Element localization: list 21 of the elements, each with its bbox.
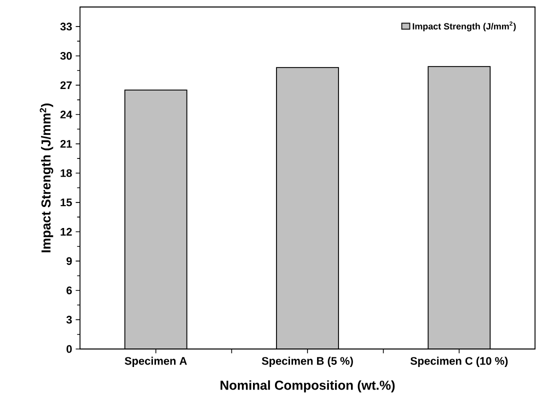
bar	[428, 66, 491, 349]
y-tick-label: 33	[60, 22, 72, 30]
y-tick-label: 3	[66, 316, 72, 324]
y-tick-label: 24	[60, 110, 72, 118]
x-tick-label: Specimen A	[124, 356, 187, 367]
x-tick-label: Specimen C (10 %)	[410, 356, 508, 367]
y-tick-label: 15	[60, 198, 72, 206]
y-tick-label: 18	[60, 169, 72, 177]
y-tick-label: 9	[66, 257, 72, 265]
bar	[276, 67, 339, 349]
y-tick-label: 0	[66, 345, 72, 353]
y-tick-label: 21	[60, 140, 72, 148]
y-axis-title: Impact Strength (J/mm$^{2}$)	[40, 104, 54, 252]
x-tick-label: Specimen B (5 %)	[262, 356, 353, 367]
legend-label: Impact Strength (J/mm$^{2}$)	[412, 21, 516, 32]
y-tick-label: 27	[60, 81, 72, 89]
y-tick-label: 12	[60, 228, 72, 236]
x-axis-title: Nominal Composition (wt.%)	[220, 380, 395, 392]
y-tick-label: 6	[66, 286, 72, 294]
bar	[124, 90, 188, 349]
y-tick-label: 30	[60, 52, 72, 60]
